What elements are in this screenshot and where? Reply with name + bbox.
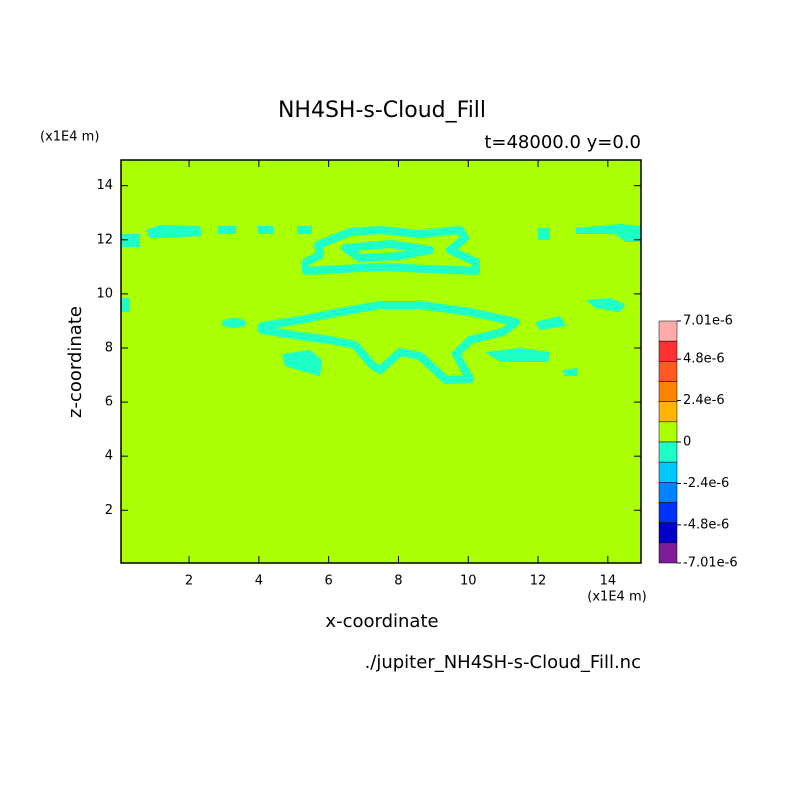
colorbar-box — [658, 522, 678, 544]
chart-subtitle: t=48000.0 y=0.0 — [484, 132, 641, 153]
colorbar-label: 2.4e-6 — [683, 393, 725, 408]
colorbar-label: 0 — [683, 435, 691, 450]
colorbar-label: -7.01e-6 — [683, 556, 738, 571]
colorbar-box — [658, 441, 678, 463]
colorbar-box — [658, 361, 678, 382]
y-tick-label: 12 — [96, 232, 113, 247]
x-tick-label: 14 — [600, 574, 617, 589]
y-tick-label: 10 — [96, 286, 113, 301]
x-tick-label: 12 — [530, 574, 547, 589]
colorbar-box — [658, 542, 678, 564]
y-tick-label: 6 — [105, 395, 113, 410]
colorbar-label: -2.4e-6 — [683, 476, 729, 491]
colorbar-box — [658, 401, 678, 423]
x-tick-label: 2 — [185, 574, 193, 589]
plot-area — [121, 160, 641, 563]
chart-title: NH4SH-s-Cloud_Fill — [278, 98, 486, 123]
colorbar-box — [658, 461, 678, 483]
colorbar-label: -4.8e-6 — [683, 517, 729, 532]
x-tick-label: 4 — [255, 574, 263, 589]
colorbar-box — [658, 482, 678, 503]
x-tick-label: 6 — [325, 574, 333, 589]
colorbar-box — [658, 340, 678, 362]
colorbar-box — [658, 381, 678, 402]
x-unit: (x1E4 m) — [587, 590, 646, 605]
colorbar-label: 4.8e-6 — [683, 352, 725, 367]
colorbar-box — [658, 320, 678, 342]
x-tick-label: 8 — [394, 574, 402, 589]
y-axis-label: z-coordinate — [65, 306, 86, 418]
y-tick-label: 14 — [96, 178, 113, 193]
colorbar-box — [658, 502, 678, 523]
x-tick-label: 10 — [460, 574, 477, 589]
x-axis-label: x-coordinate — [325, 611, 438, 632]
plot-frame — [120, 159, 642, 564]
colorbar-box — [658, 421, 678, 443]
y-tick-label: 8 — [105, 340, 113, 355]
contour-regions — [121, 224, 641, 384]
y-unit: (x1E4 m) — [40, 130, 99, 145]
footer: ./jupiter_NH4SH-s-Cloud_Fill.nc — [365, 652, 641, 673]
y-tick-label: 2 — [105, 503, 113, 518]
y-tick-label: 4 — [105, 449, 113, 464]
colorbar-label: 7.01e-6 — [683, 314, 733, 329]
